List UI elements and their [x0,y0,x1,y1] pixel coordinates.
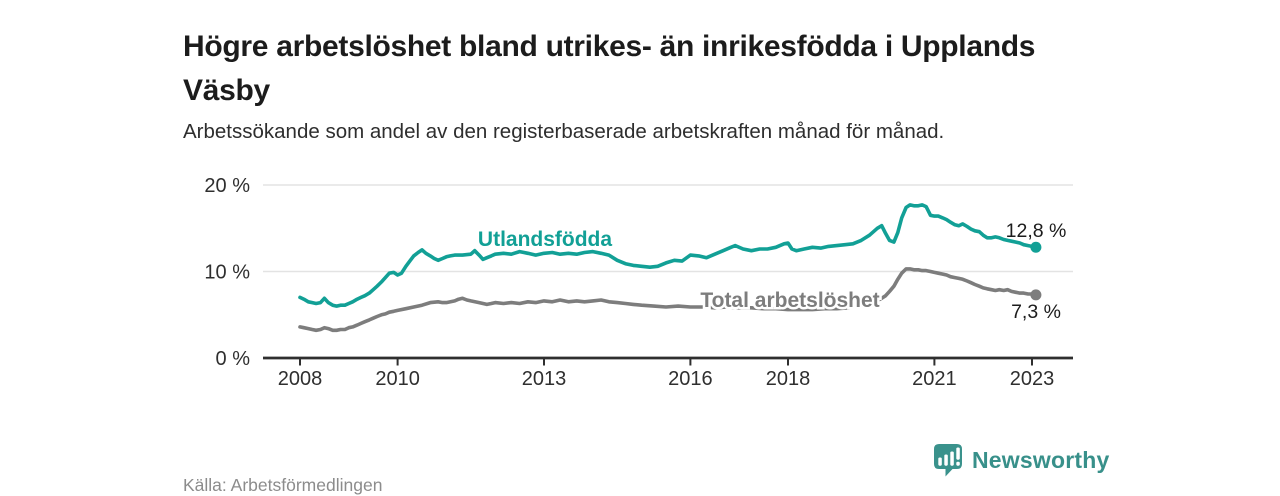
y-tick-label: 20 % [204,175,250,197]
series-end-dot-total-arbetsl-shet [1030,289,1042,301]
x-tick-label: 2008 [278,368,323,390]
series-label-utlandsf-dda: Utlandsfödda [478,228,612,251]
series-end-dot-utlandsf-dda [1030,241,1042,253]
x-tick-label: 2010 [375,368,420,390]
x-tick-label: 2018 [766,368,811,390]
chart-subtitle: Arbetssökande som andel av den registerb… [183,119,945,143]
y-tick-label: 0 % [216,348,251,370]
x-tick-label: 2013 [522,368,567,390]
series-line-total-arbetsl-shet [298,267,1038,333]
page-title: Högre arbetslöshet bland utrikes- än inr… [183,30,1036,108]
newsworthy-speech-bubble-chart-icon [934,444,962,477]
series-value-label-total-arbetsl-shet: 7,3 % [1011,301,1061,323]
y-tick-label: 10 % [204,262,250,284]
x-tick-label: 2016 [668,368,713,390]
series-label-total-arbetsl-shet: Total arbetslöshet [700,289,879,312]
series-value-label-utlandsf-dda: 12,8 % [1006,220,1067,242]
series-line-utlandsf-dda [298,203,1038,308]
newsworthy-wordmark: Newsworthy [972,447,1110,473]
newsworthy-logo: Newsworthy [934,444,1109,478]
x-tick-label: 2023 [1010,368,1055,390]
source-note: Källa: Arbetsförmedlingen [183,474,383,495]
unemployment-line-chart: 2008 2010 2013 2016 2018 2021 2023 0 % 10 % 20 % U… [204,175,1073,390]
x-tick-label: 2021 [912,368,957,390]
